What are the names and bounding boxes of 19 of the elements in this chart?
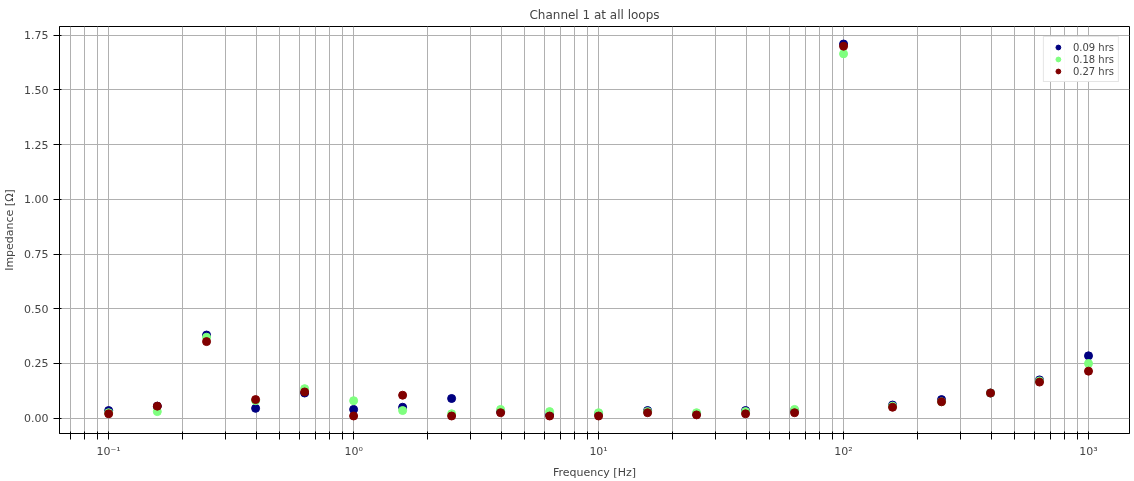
- y-tick-label: 1.50: [24, 83, 49, 97]
- y-tick-label: 1.25: [24, 138, 49, 152]
- y-tick-label: 1.00: [24, 193, 49, 207]
- x-tick-label: 10¹: [589, 444, 608, 458]
- x-tick-label: 10³: [1079, 444, 1098, 458]
- y-tick-label: 0.00: [24, 412, 49, 426]
- y-tick-label: 0.75: [24, 248, 49, 262]
- legend-label: 0.09 hrs: [1072, 41, 1114, 53]
- chart-title: Channel 1 at all loops: [529, 7, 660, 22]
- legend-label: 0.18 hrs: [1072, 53, 1114, 65]
- y-tick-label: 0.50: [24, 302, 49, 316]
- y-tick-label: 0.25: [24, 357, 49, 371]
- x-tick-label: 10⁰: [344, 444, 364, 458]
- x-axis-title: Frequency [Hz]: [553, 465, 636, 479]
- legend-label: 0.27 hrs: [1072, 65, 1114, 77]
- x-tick-label: 10²: [834, 444, 853, 458]
- x-tick-label: 10⁻¹: [96, 444, 121, 458]
- y-axis-title: Impedance [Ω]: [3, 189, 17, 271]
- y-tick-label: 1.75: [24, 29, 49, 43]
